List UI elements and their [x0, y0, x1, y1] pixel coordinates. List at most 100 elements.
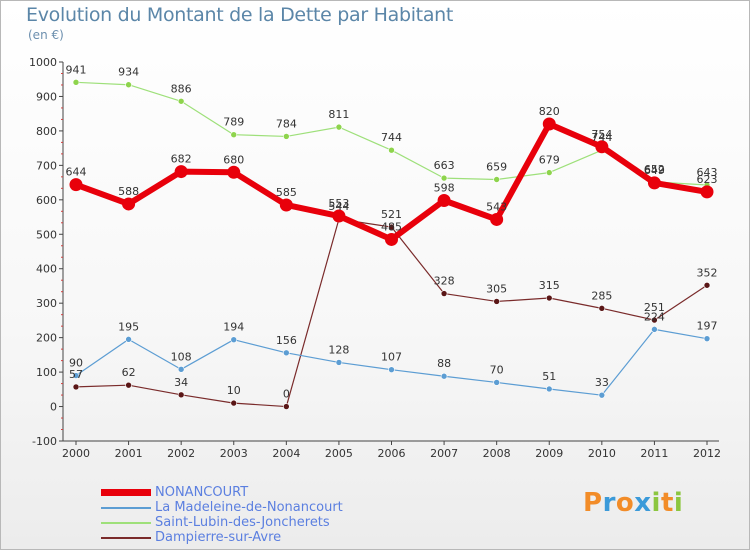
data-point-la-madeleine [493, 379, 500, 386]
legend-label-saint-lubin: Saint-Lubin-des-Joncherets [155, 515, 330, 530]
logo-letter: t [660, 488, 674, 518]
data-point-saint-lubin [283, 133, 290, 140]
data-point-saint-lubin [177, 97, 185, 105]
y-tick-label: 500 [36, 228, 57, 241]
logo-letter: x [634, 488, 652, 518]
data-label-dampierre: 10 [227, 384, 241, 397]
data-point-nonancourt [227, 165, 241, 179]
data-point-la-madeleine [125, 336, 132, 343]
data-label-dampierre: 305 [486, 282, 507, 295]
data-point-saint-lubin [125, 81, 132, 89]
data-point-nonancourt [385, 232, 398, 246]
logo-letter: o [615, 488, 635, 518]
y-tick-label: 900 [36, 90, 57, 103]
data-label-la-madeleine: 224 [644, 310, 665, 323]
data-point-la-madeleine [388, 366, 395, 373]
data-label-nonancourt: 644 [66, 166, 87, 179]
data-label-nonancourt: 588 [118, 185, 139, 198]
data-label-dampierre: 352 [697, 266, 718, 279]
data-point-la-madeleine [72, 372, 80, 379]
data-point-la-madeleine [335, 359, 343, 366]
y-tick-label: 200 [36, 332, 57, 345]
data-point-la-madeleine [651, 326, 658, 333]
data-label-saint-lubin: 659 [486, 160, 507, 173]
data-point-saint-lubin [545, 169, 553, 176]
data-point-nonancourt [174, 165, 188, 179]
y-tick-label: 700 [36, 159, 57, 172]
data-label-nonancourt: 485 [381, 220, 402, 233]
y-tick-label: 300 [36, 297, 57, 310]
x-tick-label: 2005 [325, 447, 353, 460]
chart-unit-label: (en €) [28, 28, 64, 42]
x-tick-label: 2002 [167, 447, 195, 460]
data-label-saint-lubin: 789 [223, 116, 244, 129]
data-point-nonancourt [647, 176, 661, 190]
data-point-nonancourt [122, 197, 136, 211]
data-label-la-madeleine: 156 [276, 334, 297, 347]
data-label-dampierre: 57 [69, 368, 83, 381]
legend-swatch-nonancourt [101, 489, 151, 496]
x-tick-label: 2010 [588, 447, 616, 460]
data-label-dampierre: 328 [434, 275, 455, 288]
data-point-nonancourt [595, 140, 609, 154]
data-label-nonancourt: 820 [539, 105, 560, 118]
x-tick-label: 2004 [272, 447, 300, 460]
chart-title: Evolution du Montant de la Dette par Hab… [26, 4, 454, 26]
y-tick-label: 800 [36, 125, 57, 138]
data-point-dampierre [703, 281, 711, 289]
data-point-la-madeleine [598, 391, 606, 399]
data-label-la-madeleine: 195 [118, 320, 139, 333]
y-tick-label: 400 [36, 263, 57, 276]
data-point-dampierre [125, 381, 132, 389]
data-label-nonancourt: 680 [223, 153, 244, 166]
data-point-nonancourt [490, 212, 504, 226]
data-label-la-madeleine: 51 [542, 370, 556, 383]
data-label-saint-lubin: 744 [591, 131, 612, 144]
data-point-la-madeleine [283, 349, 290, 357]
data-point-dampierre [651, 316, 658, 324]
data-point-nonancourt [700, 185, 714, 199]
y-tick-label: 600 [36, 194, 57, 207]
data-point-nonancourt [279, 198, 293, 212]
data-label-dampierre: 315 [539, 279, 560, 292]
data-point-saint-lubin [493, 176, 500, 183]
logo-letter: P [583, 488, 603, 518]
data-point-dampierre [72, 383, 80, 391]
data-label-saint-lubin: 679 [539, 154, 560, 167]
data-label-saint-lubin: 934 [118, 66, 139, 79]
data-label-saint-lubin: 643 [697, 166, 718, 179]
data-point-nonancourt [437, 194, 451, 208]
data-label-saint-lubin: 744 [381, 131, 402, 144]
data-point-la-madeleine [703, 335, 711, 342]
data-label-nonancourt: 543 [486, 200, 507, 213]
logo-letter: i [673, 488, 684, 518]
logo-letter: i [651, 488, 661, 518]
x-tick-label: 2007 [430, 447, 458, 460]
data-label-dampierre: 0 [283, 388, 290, 401]
data-label-dampierre: 62 [122, 366, 136, 379]
data-point-la-madeleine [177, 366, 185, 373]
data-label-nonancourt: 598 [434, 182, 455, 195]
data-point-dampierre [230, 399, 238, 407]
legend-swatch-dampierre [101, 537, 151, 539]
data-label-dampierre: 251 [644, 301, 665, 314]
data-point-saint-lubin [72, 79, 80, 86]
data-point-la-madeleine [230, 336, 238, 344]
data-point-dampierre [388, 223, 395, 231]
data-point-nonancourt [332, 209, 346, 223]
data-point-la-madeleine [440, 372, 448, 380]
y-tick-label: 1000 [29, 56, 57, 69]
data-point-nonancourt [542, 117, 556, 131]
data-label-la-madeleine: 107 [381, 351, 402, 364]
x-tick-label: 2000 [62, 447, 90, 460]
series-line-dampierre [75, 218, 708, 408]
legend-label-la-madeleine: La Madeleine-de-Nonancourt [155, 500, 343, 515]
y-tick-label: -100 [32, 435, 57, 448]
data-label-dampierre: 521 [381, 208, 402, 221]
legend-label-nonancourt: NONANCOURT [155, 485, 249, 500]
data-label-saint-lubin: 886 [171, 82, 192, 95]
data-label-saint-lubin: 784 [276, 117, 297, 130]
proxiti-logo: Proxiti [583, 488, 683, 518]
